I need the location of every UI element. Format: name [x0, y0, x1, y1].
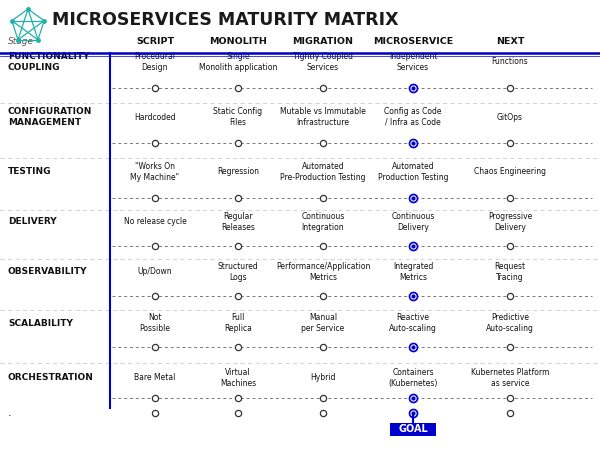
- Text: Request
Tracing: Request Tracing: [494, 262, 526, 282]
- Text: ORCHESTRATION: ORCHESTRATION: [8, 374, 94, 382]
- Text: MIGRATION: MIGRATION: [293, 37, 353, 46]
- Text: Predictive
Auto-scaling: Predictive Auto-scaling: [486, 313, 534, 333]
- Text: Tightly Coupled
Services: Tightly Coupled Services: [293, 52, 353, 72]
- Text: No release cycle: No release cycle: [124, 217, 187, 226]
- Text: FUNCTIONALITY
COUPLING: FUNCTIONALITY COUPLING: [8, 52, 89, 72]
- Text: Containers
(Kubernetes): Containers (Kubernetes): [388, 368, 437, 388]
- Text: OBSERVABILITY: OBSERVABILITY: [8, 267, 88, 276]
- Text: Manual
per Service: Manual per Service: [301, 313, 344, 333]
- Text: "Works On
My Machine": "Works On My Machine": [130, 162, 179, 182]
- Text: Not
Possible: Not Possible: [139, 313, 170, 333]
- Text: Procedural
Design: Procedural Design: [134, 52, 176, 72]
- Text: MONOLITH: MONOLITH: [209, 37, 267, 46]
- Text: NEXT: NEXT: [496, 37, 524, 46]
- Text: Progressive
Delivery: Progressive Delivery: [488, 212, 532, 232]
- Text: Mutable vs Immutable
Infrastructure: Mutable vs Immutable Infrastructure: [280, 107, 366, 127]
- Text: Integrated
Metrics: Integrated Metrics: [393, 262, 433, 282]
- Text: Up/Down: Up/Down: [137, 267, 172, 276]
- Text: Config as Code
/ Infra as Code: Config as Code / Infra as Code: [384, 107, 442, 127]
- Text: Single
Monolith application: Single Monolith application: [199, 52, 277, 72]
- Text: GOAL: GOAL: [398, 424, 428, 434]
- Text: MICROSERVICES MATURITY MATRIX: MICROSERVICES MATURITY MATRIX: [52, 11, 398, 29]
- Text: Continuous
Integration: Continuous Integration: [301, 212, 344, 232]
- Text: TESTING: TESTING: [8, 167, 52, 176]
- Text: Full
Replica: Full Replica: [224, 313, 252, 333]
- Text: Independent
Services: Independent Services: [389, 52, 437, 72]
- Text: Regular
Releases: Regular Releases: [221, 212, 255, 232]
- Text: MICROSERVICE: MICROSERVICE: [373, 37, 453, 46]
- FancyBboxPatch shape: [390, 423, 436, 436]
- Text: .: .: [8, 408, 11, 418]
- Text: Regression: Regression: [217, 167, 259, 176]
- Text: Continuous
Delivery: Continuous Delivery: [391, 212, 434, 232]
- Text: DELIVERY: DELIVERY: [8, 217, 56, 226]
- Text: SCALABILITY: SCALABILITY: [8, 319, 73, 328]
- Text: GitOps: GitOps: [497, 112, 523, 122]
- Text: Automated
Pre-Production Testing: Automated Pre-Production Testing: [280, 162, 366, 182]
- Text: Reactive
Auto-scaling: Reactive Auto-scaling: [389, 313, 437, 333]
- Text: Performance/Application
Metrics: Performance/Application Metrics: [276, 262, 370, 282]
- Text: Virtual
Machines: Virtual Machines: [220, 368, 256, 388]
- Text: SCRIPT: SCRIPT: [136, 37, 174, 46]
- Text: Structured
Logs: Structured Logs: [218, 262, 259, 282]
- Text: CONFIGURATION
MANAGEMENT: CONFIGURATION MANAGEMENT: [8, 107, 92, 127]
- Text: Hybrid: Hybrid: [310, 374, 336, 382]
- Text: Stage: Stage: [8, 37, 34, 46]
- Text: Bare Metal: Bare Metal: [134, 374, 176, 382]
- Text: Functions: Functions: [491, 58, 529, 67]
- Text: Hardcoded: Hardcoded: [134, 112, 176, 122]
- Text: Automated
Production Testing: Automated Production Testing: [378, 162, 448, 182]
- Text: Chaos Engineering: Chaos Engineering: [474, 167, 546, 176]
- Text: Static Config
Files: Static Config Files: [214, 107, 263, 127]
- Text: Kubernetes Platform
as service: Kubernetes Platform as service: [471, 368, 549, 388]
